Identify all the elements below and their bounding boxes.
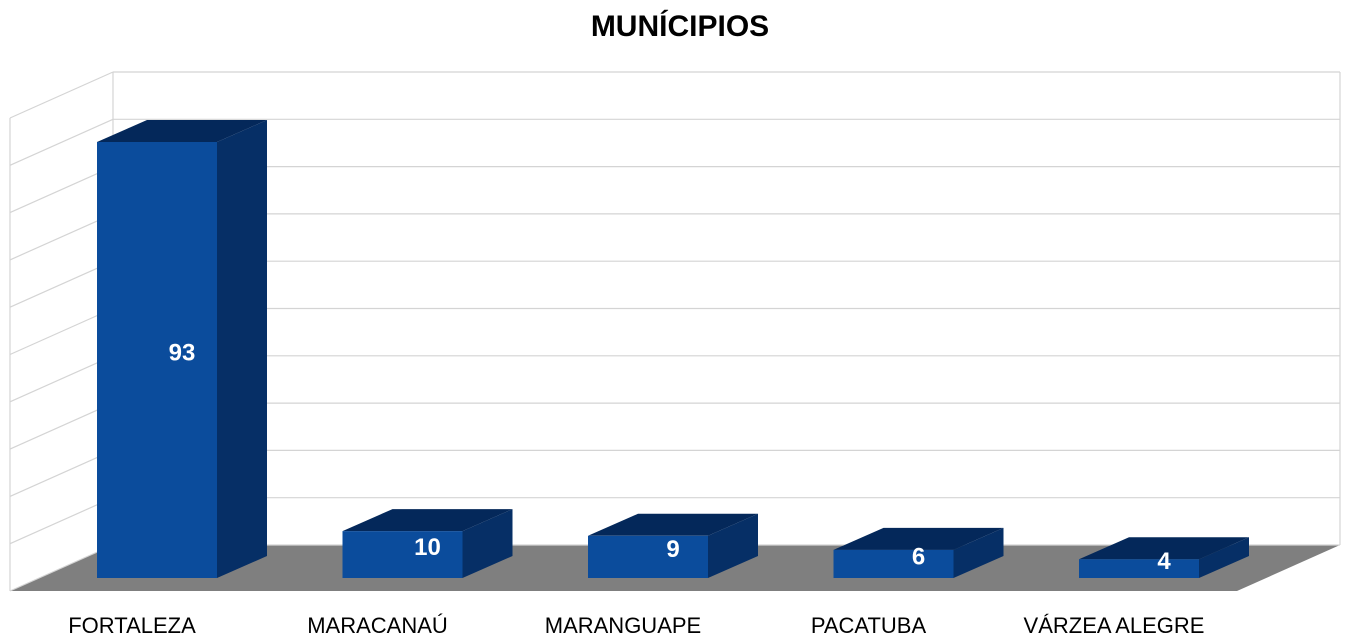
grid-line (9, 213, 114, 261)
bar (833, 549, 954, 578)
grid-line (9, 355, 114, 403)
bar-top (1079, 537, 1249, 560)
bar (1079, 559, 1199, 578)
x-tick-label: PACATUBA (811, 613, 927, 638)
grid-line (9, 260, 114, 308)
x-tick-label: VÁRZEA ALEGRE (1024, 613, 1205, 638)
bar-side (462, 509, 513, 578)
bar-top (342, 509, 513, 532)
x-tick-label: FORTALEZA (68, 613, 196, 638)
chart-title: MUNÍCIPIOS (591, 9, 769, 43)
bar-side (217, 120, 267, 578)
bar (97, 142, 217, 578)
bar-top (588, 513, 758, 536)
data-label: 6 (912, 543, 925, 570)
bar-top (97, 120, 267, 142)
grid-line (9, 307, 114, 356)
x-tick-label: MARACANAÚ (307, 613, 448, 638)
bar-top (833, 527, 1004, 550)
bar (588, 535, 708, 578)
bar-side (1199, 537, 1249, 578)
data-label: 93 (169, 339, 196, 366)
grid-line (9, 497, 114, 545)
bar (342, 531, 463, 578)
grid-line (9, 71, 114, 119)
grid-line (9, 449, 114, 497)
bar-side (953, 527, 1004, 578)
grid-line (9, 402, 114, 450)
grid-line (9, 118, 114, 166)
data-label: 4 (1157, 548, 1171, 575)
x-tick-label: MARANGUAPE (545, 613, 701, 638)
bar-side (708, 513, 758, 578)
data-label: 10 (414, 534, 441, 561)
grid-line (9, 166, 114, 214)
grid-line (9, 544, 114, 592)
data-label: 9 (666, 536, 679, 563)
